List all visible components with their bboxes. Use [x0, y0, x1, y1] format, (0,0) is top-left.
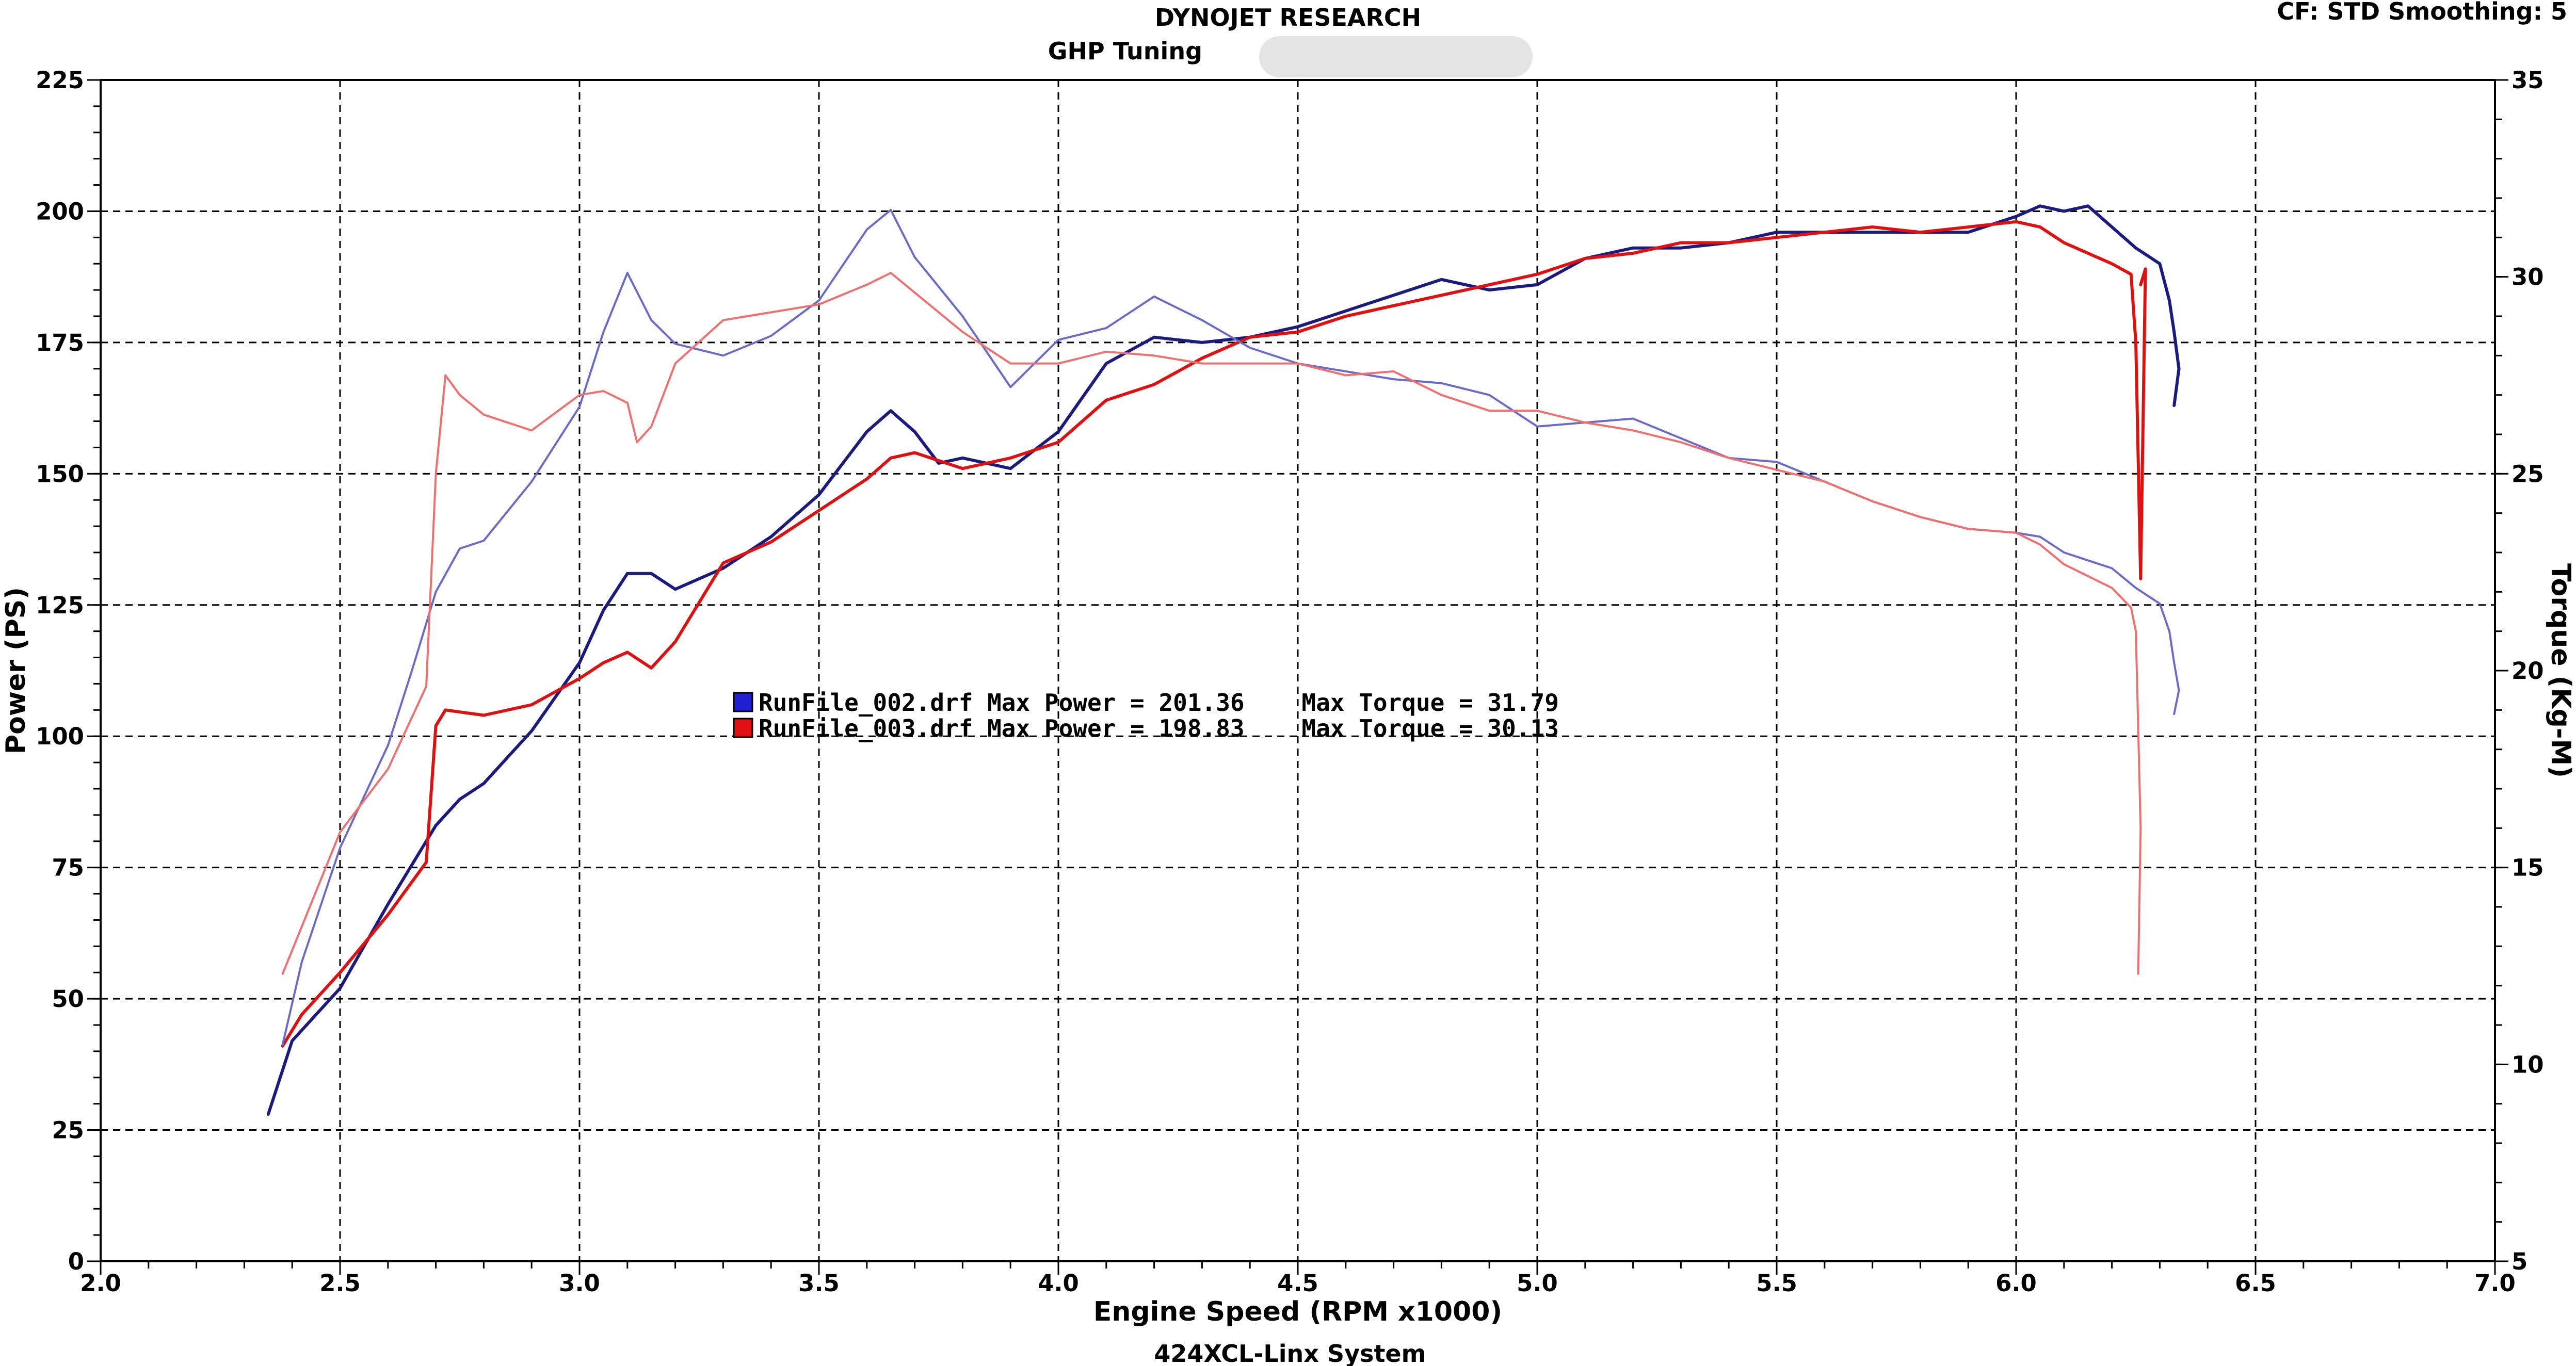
y-tick-label: 200: [36, 198, 84, 225]
y2-tick-label: 10: [2511, 1051, 2544, 1078]
y-axis-ticks: 0 25 50 75 100 125 150 175 200 225: [36, 67, 84, 1275]
x-axis-title: Engine Speed (RPM x1000): [1093, 1296, 1502, 1327]
runfile-003-drf-torque-line: [281, 272, 2142, 975]
x-tick-label: 5.5: [1756, 1270, 1797, 1297]
run-info: CF: STD Smoothing: 5: [2277, 0, 2567, 25]
minor-ticks: [87, 79, 2508, 1275]
y-tick-label: 225: [36, 67, 84, 94]
series-lines: [266, 204, 2181, 1116]
y-tick-label: 150: [36, 460, 84, 487]
y-tick-label: 25: [52, 1117, 84, 1144]
legend-swatch-run-003: [733, 718, 753, 738]
y-tick-label: 100: [36, 723, 84, 750]
company-title: DYNOJET RESEARCH: [1155, 4, 1421, 31]
legend-swatch-run-002: [733, 692, 753, 712]
x-tick-label: 4.5: [1277, 1270, 1318, 1297]
x-tick-label: 6.5: [2235, 1270, 2276, 1297]
legend: RunFile_002.drf Max Power = 201.36 Max T…: [733, 689, 1559, 742]
y-tick-label: 50: [52, 985, 84, 1013]
y-tick-label: 75: [52, 854, 84, 882]
redacted-blur: [1259, 36, 1533, 77]
x-tick-label: 7.0: [2474, 1270, 2516, 1297]
x-tick-label: 2.0: [80, 1270, 121, 1297]
y2-axis-title: Torque (Kg-M): [2545, 563, 2576, 778]
x-tick-label: 3.5: [798, 1270, 840, 1297]
runfile-003-drf-power-line: [281, 220, 2147, 1048]
y2-tick-label: 35: [2511, 67, 2544, 94]
runfile-002-drf-power-line: [266, 204, 2181, 1116]
footer-system: 424XCL-Linx System: [1154, 1340, 1426, 1366]
y2-tick-label: 30: [2511, 264, 2544, 291]
x-tick-label: 4.0: [1038, 1270, 1079, 1297]
y-axis-title: Power (PS): [1, 587, 31, 754]
chart-subtitle: GHP Tuning: [1048, 37, 1202, 65]
x-tick-label: 5.0: [1517, 1270, 1558, 1297]
y2-axis-ticks: 5 10 15 20 25 30 35: [2511, 67, 2544, 1275]
x-tick-label: 6.0: [1995, 1270, 2037, 1297]
x-tick-label: 2.5: [319, 1270, 361, 1297]
legend-entry-run-002: RunFile_002.drf Max Power = 201.36 Max T…: [759, 689, 1559, 717]
y2-tick-label: 15: [2511, 854, 2544, 882]
y2-tick-label: 25: [2511, 460, 2544, 487]
y2-tick-label: 5: [2511, 1248, 2527, 1275]
legend-entry-run-003: RunFile_003.drf Max Power = 198.83 Max T…: [759, 714, 1559, 742]
grid-lines: [101, 80, 2495, 1261]
y-tick-label: 125: [36, 592, 84, 619]
runfile-002-drf-torque-line: [281, 208, 2180, 1046]
y-tick-label: 0: [68, 1248, 84, 1275]
y2-tick-label: 20: [2511, 657, 2544, 685]
x-tick-label: 3.0: [559, 1270, 600, 1297]
x-axis-ticks: 2.0 2.5 3.0 3.5 4.0 4.5 5.0 5.5 6.0 6.5 7.0: [80, 1270, 2516, 1297]
y-tick-label: 175: [36, 329, 84, 356]
